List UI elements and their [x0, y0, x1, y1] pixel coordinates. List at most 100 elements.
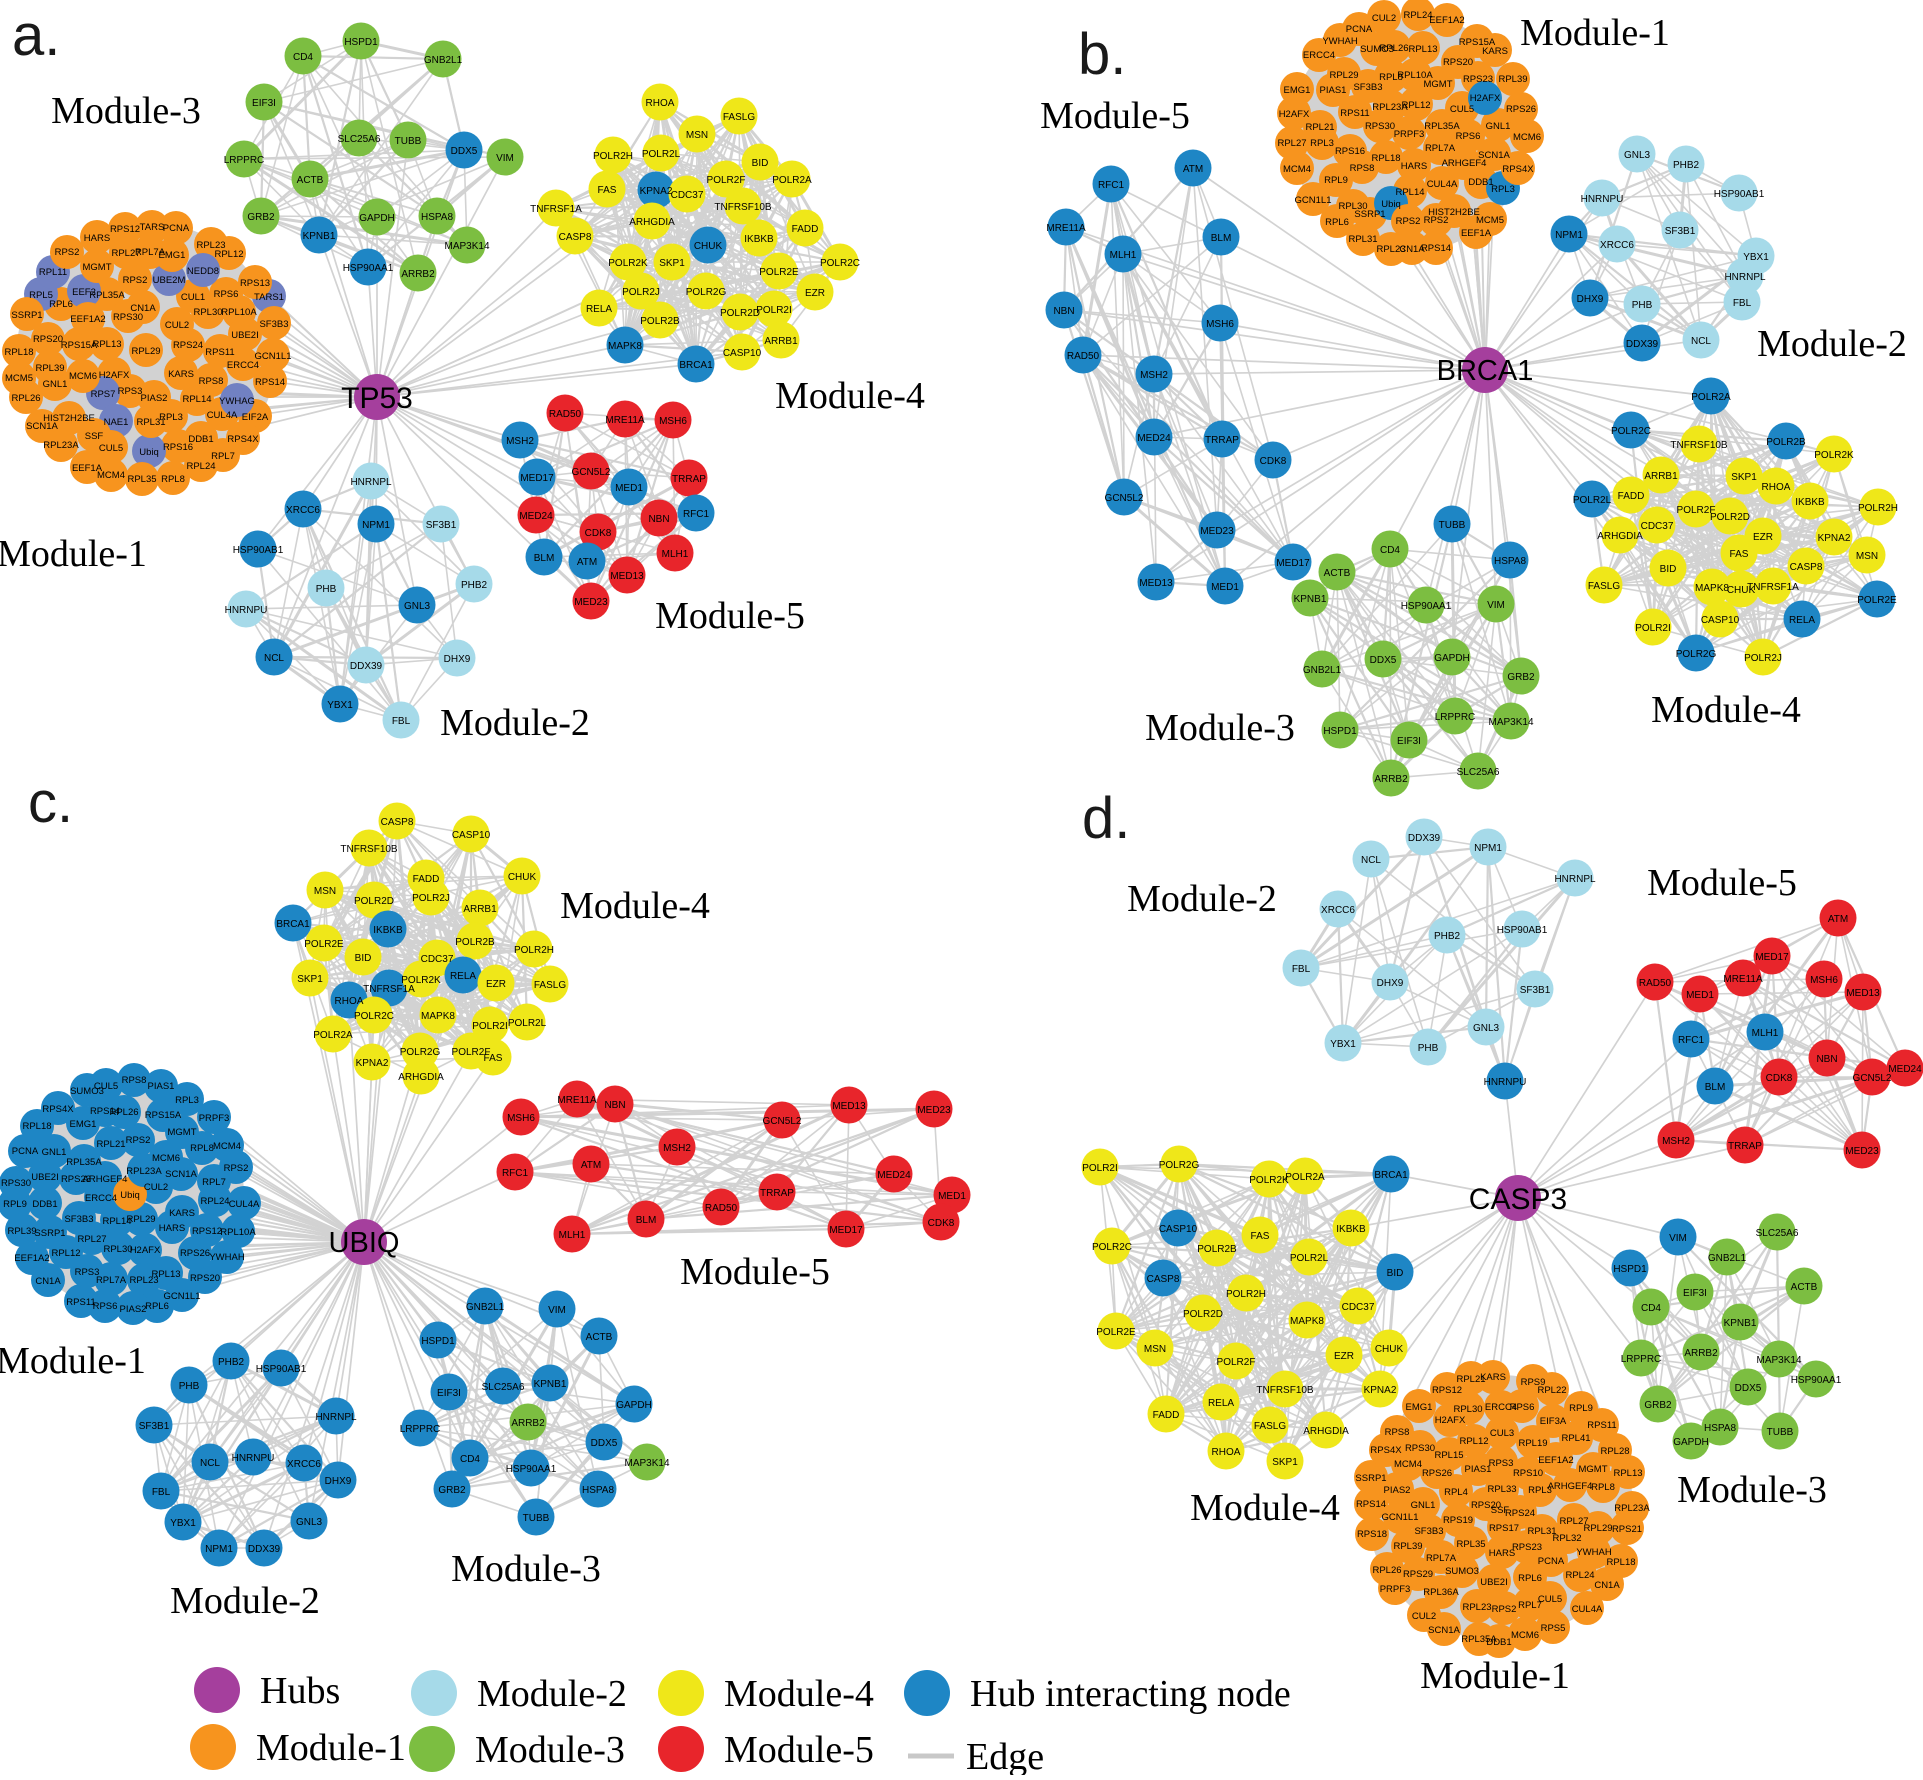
svg-text:PRPF3: PRPF3	[1380, 1584, 1411, 1595]
svg-text:NBN: NBN	[1816, 1054, 1837, 1065]
svg-text:KPNA2: KPNA2	[1818, 533, 1851, 544]
svg-text:MSH2: MSH2	[506, 436, 534, 447]
svg-text:PHB2: PHB2	[461, 580, 488, 591]
svg-text:SLC25A6: SLC25A6	[482, 1382, 525, 1393]
svg-text:MGMT: MGMT	[1578, 1464, 1607, 1475]
svg-text:RPL28: RPL28	[1600, 1446, 1629, 1457]
svg-text:POLR2E: POLR2E	[304, 939, 344, 950]
svg-text:POLR2L: POLR2L	[1573, 495, 1612, 506]
svg-text:RPL12: RPL12	[214, 249, 243, 260]
svg-text:FADD: FADD	[413, 874, 440, 885]
svg-text:PHB: PHB	[316, 584, 337, 595]
svg-text:MCM4: MCM4	[1394, 1459, 1422, 1470]
svg-text:GRB2: GRB2	[247, 212, 275, 223]
svg-text:GRB2: GRB2	[1644, 1400, 1672, 1411]
svg-text:HSP90AA1: HSP90AA1	[343, 263, 394, 274]
svg-text:RPS2: RPS2	[126, 1135, 151, 1146]
svg-text:RPL24: RPL24	[200, 1196, 229, 1207]
svg-text:POLR2E: POLR2E	[1857, 595, 1897, 606]
svg-text:CN1A: CN1A	[35, 1276, 61, 1287]
svg-text:BLM: BLM	[1211, 233, 1232, 244]
svg-text:XRCC6: XRCC6	[1321, 905, 1355, 916]
svg-text:IKBKB: IKBKB	[744, 234, 774, 245]
svg-text:RPS30: RPS30	[1365, 121, 1395, 132]
svg-text:ERCC4: ERCC4	[1303, 50, 1335, 61]
svg-text:SF3B1: SF3B1	[1520, 985, 1551, 996]
svg-text:Ubiq: Ubiq	[120, 1190, 140, 1201]
svg-text:KARS: KARS	[1482, 46, 1508, 57]
svg-text:RPL6: RPL6	[1325, 217, 1349, 228]
svg-text:Ubiq: Ubiq	[139, 447, 159, 458]
svg-text:UBE2M: UBE2M	[153, 275, 186, 286]
svg-text:RPL23A: RPL23A	[1372, 102, 1408, 113]
svg-text:KPNB1: KPNB1	[534, 1379, 567, 1390]
svg-text:CASP8: CASP8	[1790, 562, 1823, 573]
svg-text:BRCA1: BRCA1	[1374, 1170, 1408, 1181]
svg-text:RPL7A: RPL7A	[135, 247, 166, 258]
svg-text:ARRB1: ARRB1	[764, 336, 798, 347]
svg-text:RPS11: RPS11	[1587, 1420, 1616, 1431]
svg-text:HNRNPU: HNRNPU	[225, 605, 268, 616]
svg-text:SF3B3: SF3B3	[259, 319, 288, 330]
svg-text:KPNA2: KPNA2	[1364, 1385, 1397, 1396]
svg-text:RAD50: RAD50	[549, 409, 582, 420]
svg-text:NAE1: NAE1	[104, 417, 129, 428]
svg-text:NPM1: NPM1	[205, 1544, 233, 1555]
svg-text:GNL3: GNL3	[296, 1517, 323, 1528]
svg-text:MCM4: MCM4	[213, 1141, 241, 1152]
svg-text:RPS26: RPS26	[1506, 104, 1536, 115]
svg-text:ARRB2: ARRB2	[401, 269, 435, 280]
svg-text:CUL5: CUL5	[94, 1081, 118, 1092]
svg-text:EMG1: EMG1	[1284, 85, 1311, 96]
svg-text:MSH2: MSH2	[1140, 370, 1168, 381]
svg-text:TNFRSF10B: TNFRSF10B	[1256, 1385, 1314, 1396]
svg-text:CASP8: CASP8	[1147, 1274, 1180, 1285]
svg-text:RPS2: RPS2	[1492, 1604, 1517, 1615]
svg-text:NCL: NCL	[1691, 336, 1711, 347]
svg-text:POLR2G: POLR2G	[400, 1047, 441, 1058]
svg-text:EZR: EZR	[486, 979, 506, 990]
svg-text:POLR2B: POLR2B	[1766, 437, 1806, 448]
svg-text:KPNB1: KPNB1	[303, 231, 336, 242]
svg-text:YWHAH: YWHAH	[209, 1252, 245, 1263]
svg-text:RPS26: RPS26	[180, 1248, 210, 1259]
svg-text:CASP8: CASP8	[381, 817, 414, 828]
svg-text:POLR2K: POLR2K	[401, 975, 441, 986]
svg-text:TNFRSF10B: TNFRSF10B	[1670, 440, 1728, 451]
svg-text:DDX39: DDX39	[248, 1544, 281, 1555]
svg-text:CN1A: CN1A	[1399, 244, 1425, 255]
svg-text:RPL9: RPL9	[1569, 1403, 1593, 1414]
svg-text:H2AFX: H2AFX	[1470, 93, 1501, 104]
svg-text:RPS20: RPS20	[190, 1273, 220, 1284]
svg-text:MAPK8: MAPK8	[608, 341, 642, 352]
svg-text:RPL15: RPL15	[1434, 1450, 1463, 1461]
svg-text:POLR2B: POLR2B	[1197, 1244, 1237, 1255]
svg-text:POLR2H: POLR2H	[593, 151, 633, 162]
svg-text:SLC25A6: SLC25A6	[1756, 1228, 1799, 1239]
svg-text:RPL35A: RPL35A	[66, 1157, 102, 1168]
svg-text:ARRB2: ARRB2	[1374, 774, 1408, 785]
svg-text:GNB2L1: GNB2L1	[466, 1302, 505, 1313]
svg-text:POLR2G: POLR2G	[1676, 649, 1717, 660]
svg-text:SF3B1: SF3B1	[426, 520, 457, 531]
svg-text:RPS24: RPS24	[173, 340, 203, 351]
svg-text:TNFRSF10B: TNFRSF10B	[714, 202, 772, 213]
svg-text:RPS4X: RPS4X	[42, 1104, 74, 1115]
svg-text:CUL3: CUL3	[1490, 1428, 1514, 1439]
svg-text:MSN: MSN	[686, 130, 708, 141]
svg-text:RFC1: RFC1	[1678, 1035, 1705, 1046]
svg-text:MED23: MED23	[917, 1105, 951, 1116]
svg-text:Ubiq: Ubiq	[1381, 199, 1401, 210]
svg-text:CASP8: CASP8	[559, 232, 592, 243]
svg-text:HNRNPL: HNRNPL	[315, 1412, 357, 1423]
svg-text:RPL27: RPL27	[77, 1234, 106, 1245]
svg-text:H2AFX: H2AFX	[1279, 109, 1310, 120]
svg-text:CASP10: CASP10	[1159, 1224, 1198, 1235]
svg-text:DDX5: DDX5	[1735, 1383, 1762, 1394]
svg-text:XRCC6: XRCC6	[287, 1459, 321, 1470]
svg-text:MAPK8: MAPK8	[1695, 583, 1729, 594]
svg-text:KARS: KARS	[1480, 1372, 1506, 1383]
svg-text:RPL8: RPL8	[161, 474, 185, 485]
svg-text:RELA: RELA	[1208, 1398, 1234, 1409]
svg-text:MSH6: MSH6	[659, 416, 687, 427]
